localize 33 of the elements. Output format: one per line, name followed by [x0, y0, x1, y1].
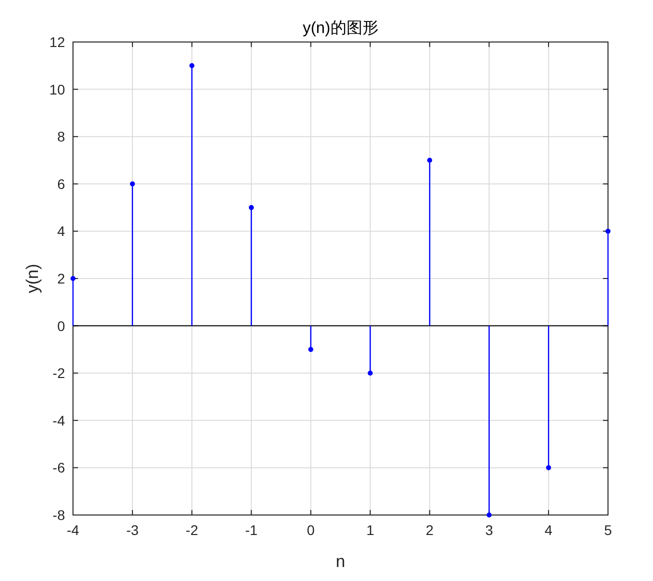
point: [427, 158, 432, 163]
y-tick-label: 0: [57, 318, 66, 334]
point: [606, 228, 610, 234]
point: [70, 276, 76, 281]
y-tick-label: 4: [57, 223, 66, 240]
x-tick-label: 1: [366, 522, 374, 538]
y-tick-label: 2: [57, 270, 66, 286]
point: [546, 465, 552, 470]
point: [368, 370, 373, 376]
x-tick-label: -1: [245, 522, 258, 538]
point: [308, 346, 314, 352]
y-tick-label: 10: [49, 81, 66, 98]
x-tick-label: 4: [544, 522, 553, 538]
y-tick-label: 12: [49, 34, 66, 50]
point: [189, 63, 194, 68]
y-tick-label: -6: [52, 460, 66, 476]
x-axis-title: n: [336, 552, 346, 571]
x-tick-label: -2: [186, 522, 198, 538]
y-tick-label: -4: [52, 412, 66, 428]
y-axis-title: y(n): [23, 264, 42, 294]
y-tick-label: -2: [52, 365, 66, 382]
point: [130, 181, 135, 186]
y-tick-label: -8: [52, 507, 66, 523]
y-tick-label: 8: [57, 128, 66, 145]
x-tick-label: -3: [126, 522, 139, 538]
chart-title: y(n)的图形: [302, 20, 378, 37]
y-tick-label: 6: [57, 176, 66, 192]
x-tick-label: 0: [306, 522, 315, 538]
point: [486, 512, 492, 518]
x-tick-label: 5: [604, 522, 612, 538]
point: [248, 205, 254, 210]
x-tick-label: 3: [485, 522, 494, 538]
x-tick-label: 2: [426, 522, 434, 538]
